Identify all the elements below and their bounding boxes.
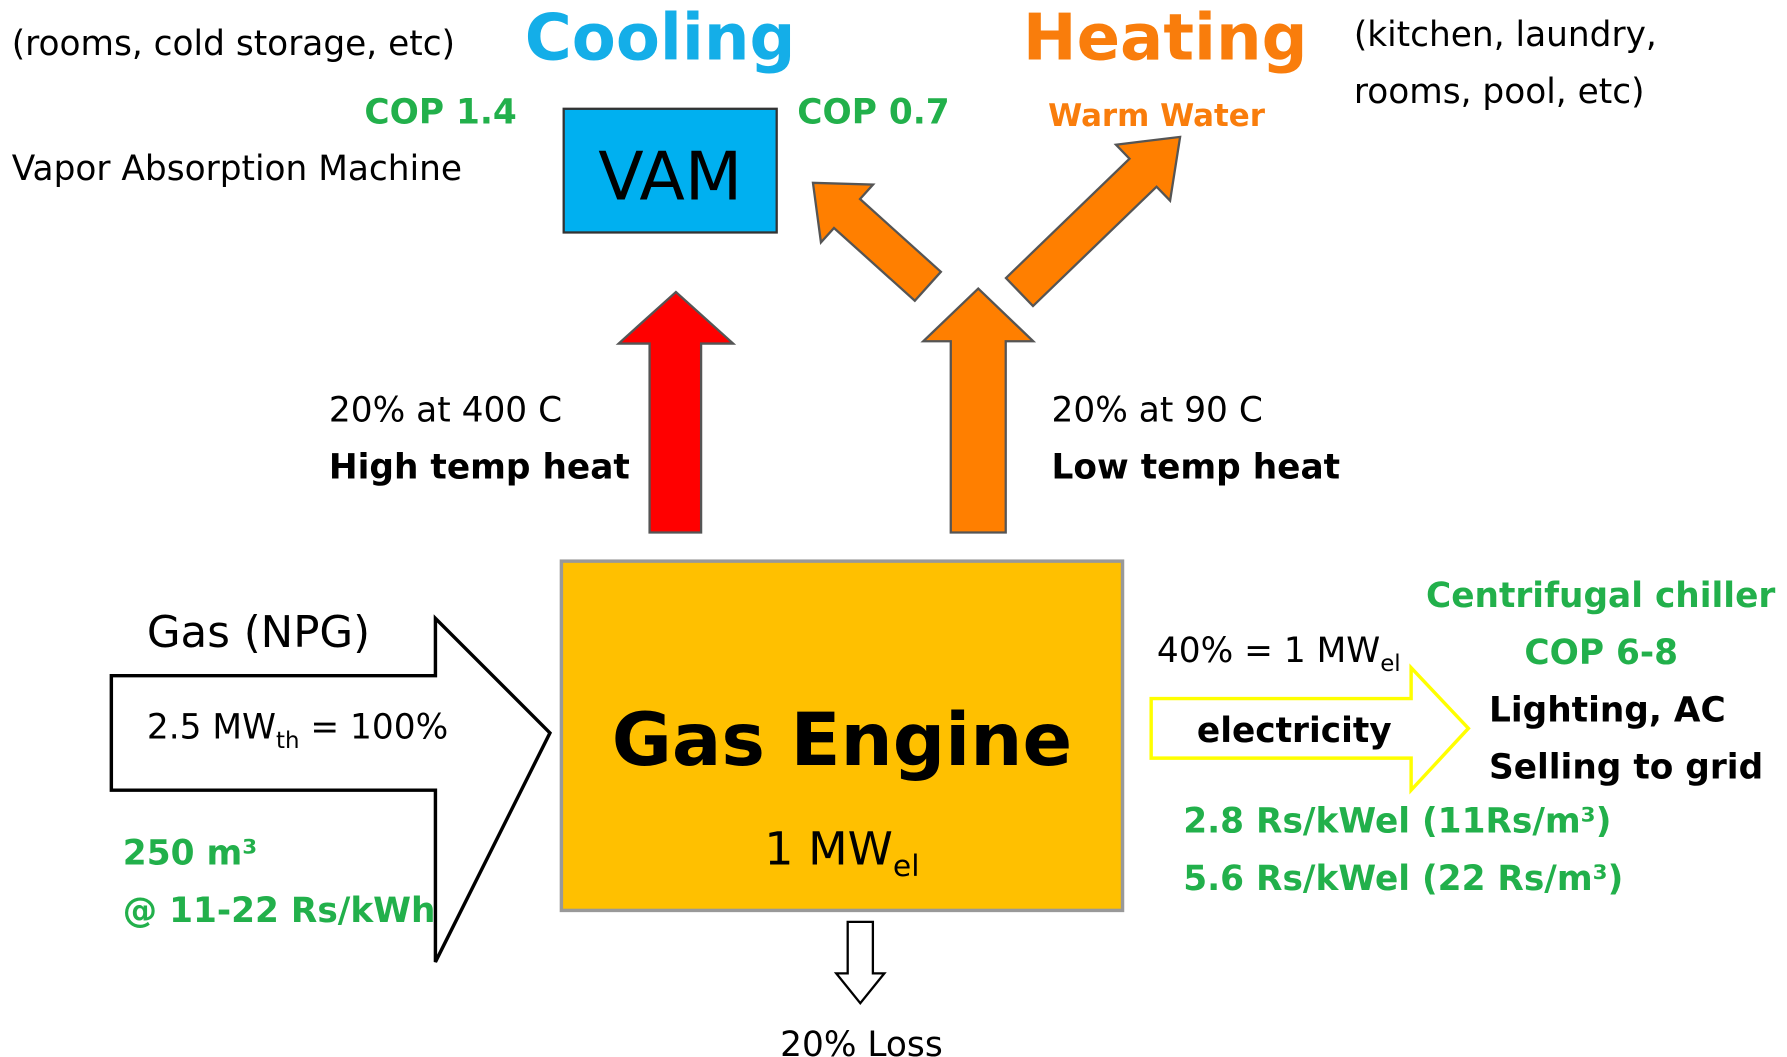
subscript: th xyxy=(276,728,299,754)
loss-arrow xyxy=(833,920,887,1005)
cooling-note: (rooms, cold storage, etc) xyxy=(12,24,455,64)
cop-label: COP 0.7 xyxy=(797,93,949,133)
gas-arrow xyxy=(109,614,553,963)
heating-note: rooms, pool, etc) xyxy=(1354,72,1645,112)
electricity-share: 40% = 1 MWel xyxy=(1157,631,1401,677)
vam-box xyxy=(562,107,778,234)
chiller-cop: COP 6-8 xyxy=(1524,633,1678,673)
electricity-arrow xyxy=(1149,663,1471,795)
chiller: Centrifugal chiller xyxy=(1426,576,1775,616)
high-heat-text: High temp heat xyxy=(329,448,630,488)
gas-price: @ 11-22 Rs/kWh xyxy=(123,891,436,931)
warm-water: Warm Water xyxy=(1048,98,1266,134)
gas-label: Gas (NPG) xyxy=(147,608,370,658)
subscript: el xyxy=(1380,651,1400,677)
low-heat-text: 20% at 90 C xyxy=(1052,390,1263,430)
low-heat-text: Low temp heat xyxy=(1052,448,1341,488)
vam-name: Vapor Absorption Machine xyxy=(12,149,462,189)
gas-power: 2.5 MWth = 100% xyxy=(147,708,448,754)
loss-label: 20% Loss xyxy=(780,1025,943,1057)
cooling-title: Cooling xyxy=(525,1,796,76)
vam-label: VAM xyxy=(598,137,742,215)
cop-label: COP 1.4 xyxy=(364,93,516,133)
gas-volume: 250 m³ xyxy=(123,834,257,874)
engine-label: Gas Engine xyxy=(612,698,1072,783)
use: Lighting, AC xyxy=(1489,690,1726,730)
heating-title: Heating xyxy=(1023,1,1308,76)
text: 40% = 1 MW xyxy=(1157,631,1380,671)
text: 2.5 MW xyxy=(147,708,276,748)
cooling-arrow xyxy=(811,181,943,303)
electricity-label: electricity xyxy=(1197,711,1392,751)
high-heat-text: 20% at 400 C xyxy=(329,390,562,430)
text: 1 MW xyxy=(764,822,892,876)
subscript: el xyxy=(893,849,920,884)
price: 2.8 Rs/kWel (11Rs/m³) xyxy=(1183,802,1611,842)
high-heat-arrow xyxy=(615,290,737,534)
text: = 100% xyxy=(299,708,448,748)
engine-box xyxy=(559,559,1125,913)
heating-arrow xyxy=(1004,135,1182,308)
use: Selling to grid xyxy=(1489,748,1763,788)
price: 5.6 Rs/kWel (22 Rs/m³) xyxy=(1183,859,1623,899)
low-heat-arrow xyxy=(920,286,1037,534)
heating-note: (kitchen, laundry, xyxy=(1354,15,1657,55)
engine-output: 1 MWel xyxy=(764,822,919,884)
